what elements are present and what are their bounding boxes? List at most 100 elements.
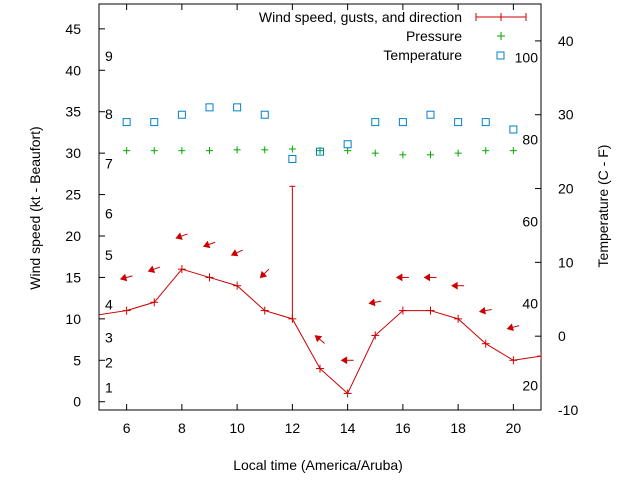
wind-speed-point: [509, 356, 518, 365]
wind-direction-arrow: [230, 249, 243, 257]
legend-pressure-label: Pressure: [406, 28, 462, 44]
temperature-point: [288, 155, 297, 164]
pressure-point: [509, 147, 517, 155]
temperature-point: [316, 147, 324, 156]
x-tick-label: 6: [123, 420, 131, 436]
y-left-tick-label: 40: [65, 62, 81, 78]
beaufort-label: 1: [105, 379, 113, 395]
legend-temperature-swatch: [496, 51, 505, 60]
pressure-point: [288, 145, 296, 153]
temperature-point: [509, 125, 518, 134]
y-axis-left: 0 5 10 15 20 25 30 35 40 45: [65, 21, 105, 410]
beaufort-scale: 1 2 3 4 5 6 7 8 9: [105, 48, 113, 395]
temperature-point: [122, 118, 131, 127]
y-right-tick-label: 0: [558, 328, 566, 344]
x-tick-label: 14: [340, 420, 356, 436]
pressure-point: [261, 146, 269, 154]
pressure-point: [206, 147, 213, 155]
beaufort-label: 6: [105, 205, 113, 221]
wind-speed-point: [398, 306, 407, 315]
legend-temperature-label: Temperature: [383, 47, 462, 63]
fahrenheit-label: 100: [515, 49, 539, 65]
legend: Wind speed, gusts, and direction Pressur…: [259, 9, 527, 63]
temperature-point: [398, 118, 407, 127]
temperature-point: [454, 118, 463, 127]
wind-direction-arrow: [451, 281, 465, 290]
x-tick-label: 20: [506, 420, 522, 436]
legend-pressure-swatch: [497, 32, 505, 40]
fahrenheit-label: 40: [522, 295, 538, 311]
temperature-point: [343, 140, 352, 149]
beaufort-label: 9: [105, 48, 113, 64]
wind-series: [99, 185, 541, 398]
pressure-point: [344, 147, 352, 155]
legend-wind-label: Wind speed, gusts, and direction: [259, 9, 462, 25]
wind-speed-point: [454, 314, 463, 323]
beaufort-label: 5: [105, 247, 113, 263]
wind-direction-arrow: [478, 306, 492, 315]
wind-speed-point: [260, 306, 269, 315]
y-left-tick-label: 45: [65, 21, 81, 37]
temperature-point: [426, 110, 435, 119]
beaufort-label: 8: [105, 106, 113, 122]
temperature-point: [205, 103, 214, 112]
temperature-point: [481, 118, 490, 127]
legend-wind-swatch: [475, 13, 527, 21]
fahrenheit-scale: 20 40 60 80 100: [515, 49, 539, 393]
wind-speed-point: [537, 352, 541, 361]
wind-direction-arrow: [202, 240, 216, 249]
x-tick-label: 12: [285, 420, 301, 436]
y-left-tick-label: 0: [73, 394, 81, 410]
wind-speed-point: [481, 339, 490, 348]
plot-frame: [98, 3, 542, 411]
wind-direction-arrow: [506, 323, 520, 332]
wind-direction-arrows: [119, 232, 520, 365]
y-right-tick-label: -10: [558, 402, 578, 418]
y-left-tick-label: 30: [65, 145, 81, 161]
wind-direction-arrow: [314, 335, 325, 344]
beaufort-label: 7: [105, 156, 113, 172]
wind-direction-arrow: [119, 273, 133, 282]
fahrenheit-label: 60: [522, 213, 538, 229]
pressure-point: [454, 149, 462, 157]
wind-direction-arrow: [175, 232, 188, 240]
y-axis-right: -10 0 10 20 30 40: [535, 33, 578, 418]
x-axis-label: Local time (America/Aruba): [233, 457, 403, 473]
y-left-tick-label: 5: [73, 352, 81, 368]
x-tick-label: 18: [450, 420, 466, 436]
wind-speed-point: [426, 306, 435, 315]
y-axis-right-label: Temperature (C - F): [595, 145, 611, 268]
temperature-point: [233, 103, 242, 112]
y-left-tick-label: 20: [65, 228, 81, 244]
y-right-tick-label: 20: [558, 181, 574, 197]
wind-direction-arrow: [147, 265, 161, 273]
y-left-tick-label: 25: [65, 187, 81, 203]
temperature-point: [177, 110, 186, 119]
pressure-point: [233, 146, 241, 154]
wind-speed-point: [371, 331, 380, 340]
pressure-point: [427, 151, 434, 159]
fahrenheit-label: 20: [522, 377, 538, 393]
wind-speed-point: [233, 281, 242, 290]
wind-speed-point: [316, 364, 324, 373]
y-axis-left-label: Wind speed (kt - Beaufort): [27, 126, 43, 289]
x-tick-label: 8: [178, 420, 186, 436]
pressure-point: [371, 149, 379, 157]
y-left-tick-label: 15: [65, 269, 81, 285]
wind-speed-line: [99, 268, 541, 395]
y-left-tick-label: 10: [65, 311, 81, 327]
x-tick-label: 10: [229, 420, 245, 436]
y-left-tick-label: 35: [65, 104, 81, 120]
wind-speed-point: [122, 306, 131, 315]
wind-speed-point: [150, 298, 159, 307]
pressure-series: [123, 145, 517, 159]
temperature-series: [122, 103, 518, 164]
wind-direction-arrow: [368, 298, 382, 307]
beaufort-label: 2: [105, 355, 113, 371]
wind-direction-arrow: [395, 273, 409, 282]
beaufort-label: 4: [105, 297, 113, 313]
wind-speed-point: [177, 265, 186, 274]
temperature-point: [371, 118, 380, 127]
wind-direction-arrow: [340, 356, 354, 365]
